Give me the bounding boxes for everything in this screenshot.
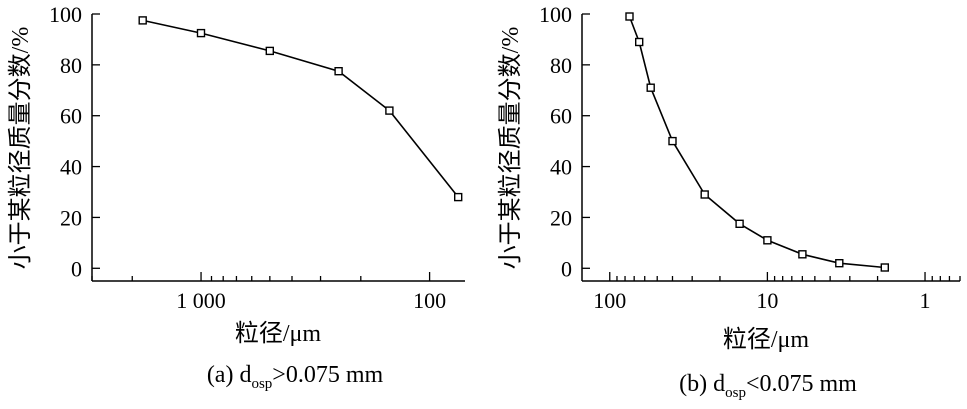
panel-b-data-point bbox=[668, 136, 677, 146]
panel-a-data-point bbox=[334, 66, 343, 76]
panel-b-xtick-label: 100 bbox=[593, 288, 626, 313]
panel-b-data-point bbox=[700, 190, 709, 199]
panel-a-ytick-label: 40 bbox=[60, 155, 82, 180]
panel-b-series-line bbox=[628, 16, 885, 269]
panel-a-ytick-label: 60 bbox=[60, 104, 82, 129]
panel-b-data-point bbox=[798, 250, 807, 259]
panel-a-ytick-label: 0 bbox=[71, 256, 82, 281]
panel-b-data-point bbox=[880, 263, 889, 272]
panel-b-ytick-label: 40 bbox=[550, 155, 572, 180]
panel-a-data-point bbox=[138, 16, 147, 25]
panel-b-caption-suffix: <0.075 mm bbox=[746, 371, 857, 397]
panel-a-xtick-label: 100 bbox=[413, 288, 446, 313]
panel-b-xtick-label: 10 bbox=[756, 288, 778, 313]
panel-b: 0 20 40 60 80 100 100 10 1 小于某粒径质量分数/% 粒径/μm (b… bbox=[497, 2, 961, 401]
panel-b-caption-sub: osp bbox=[725, 385, 746, 401]
panel-b-ytick-label: 80 bbox=[550, 53, 572, 78]
panel-a-data-point bbox=[454, 192, 463, 202]
panel-a-ytick-label: 80 bbox=[60, 53, 82, 78]
panel-a-caption-sub: osp bbox=[251, 376, 272, 392]
panel-b-data-point bbox=[763, 236, 772, 245]
panel-b-ytick-label: 20 bbox=[550, 205, 572, 230]
panel-b-caption: (b) dosp<0.075 mm bbox=[679, 371, 857, 401]
panel-b-ytick-label: 100 bbox=[539, 2, 572, 27]
panel-b-xtick-label: 1 bbox=[920, 288, 931, 313]
panel-b-xlabel: 粒径/μm bbox=[723, 326, 810, 353]
panel-b-ytick-label: 60 bbox=[550, 104, 572, 129]
panel-a-xtick-label: 1 000 bbox=[176, 288, 226, 313]
panel-a-data-point bbox=[265, 46, 274, 56]
panel-a-xlabel: 粒径/μm bbox=[235, 320, 322, 347]
panel-a-ytick-label: 100 bbox=[49, 2, 82, 27]
panel-b-data-point bbox=[646, 83, 655, 92]
panel-b-data-point bbox=[635, 37, 644, 47]
panel-b-ytick-label: 0 bbox=[561, 256, 572, 281]
panel-b-caption-prefix: (b) d bbox=[679, 371, 725, 397]
panel-a-series-line bbox=[142, 19, 459, 198]
panel-a-caption-prefix: (a) d bbox=[207, 362, 252, 388]
panel-b-data-point bbox=[735, 219, 744, 229]
panel-a-ylabel: 小于某粒径质量分数/% bbox=[7, 27, 34, 270]
panel-b-ylabel: 小于某粒径质量分数/% bbox=[497, 27, 524, 270]
panel-b-data-point bbox=[625, 12, 634, 21]
panel-a-caption-suffix: >0.075 mm bbox=[272, 362, 383, 388]
panel-a-data-point bbox=[385, 106, 394, 115]
panel-a-caption: (a) dosp>0.075 mm bbox=[207, 362, 384, 392]
panel-a-ytick-label: 20 bbox=[60, 205, 82, 230]
panel-a-data-point bbox=[196, 28, 206, 38]
panel-b-data-point bbox=[835, 259, 844, 268]
